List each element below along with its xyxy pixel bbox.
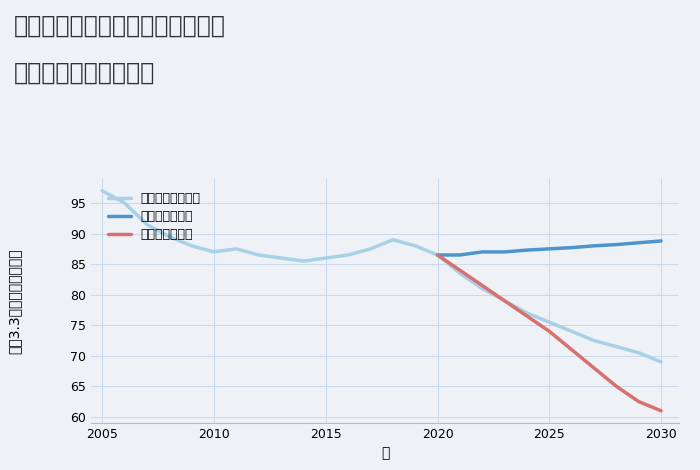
Line: バッドシナリオ: バッドシナリオ: [438, 255, 661, 411]
ノーマルシナリオ: [523, 310, 531, 316]
ノーマルシナリオ: [188, 243, 196, 249]
Line: ノーマルシナリオ: ノーマルシナリオ: [102, 191, 661, 362]
ノーマルシナリオ: [299, 258, 307, 264]
ノーマルシナリオ: [500, 298, 509, 304]
グッドシナリオ: [545, 246, 554, 252]
グッドシナリオ: [478, 249, 486, 255]
バッドシナリオ: [545, 329, 554, 334]
Line: グッドシナリオ: グッドシナリオ: [438, 241, 661, 255]
ノーマルシナリオ: [590, 338, 598, 344]
ノーマルシナリオ: [433, 252, 442, 258]
グッドシナリオ: [590, 243, 598, 249]
ノーマルシナリオ: [612, 344, 621, 350]
ノーマルシナリオ: [165, 234, 174, 240]
グッドシナリオ: [523, 247, 531, 253]
Legend: ノーマルシナリオ, グッドシナリオ, バッドシナリオ: ノーマルシナリオ, グッドシナリオ, バッドシナリオ: [103, 187, 206, 246]
ノーマルシナリオ: [98, 188, 106, 194]
ノーマルシナリオ: [411, 243, 419, 249]
ノーマルシナリオ: [389, 237, 397, 243]
バッドシナリオ: [456, 267, 464, 273]
Text: 神奈川県中郡二宮町富士見が丘の: 神奈川県中郡二宮町富士見が丘の: [14, 14, 226, 38]
グッドシナリオ: [456, 252, 464, 258]
ノーマルシナリオ: [143, 222, 151, 227]
ノーマルシナリオ: [344, 252, 352, 258]
グッドシナリオ: [500, 249, 509, 255]
バッドシナリオ: [657, 408, 665, 414]
ノーマルシナリオ: [657, 359, 665, 365]
バッドシナリオ: [635, 399, 643, 405]
グッドシナリオ: [657, 238, 665, 244]
バッドシナリオ: [478, 283, 486, 289]
ノーマルシナリオ: [478, 286, 486, 291]
ノーマルシナリオ: [232, 246, 241, 252]
ノーマルシナリオ: [276, 255, 285, 261]
ノーマルシナリオ: [366, 246, 375, 252]
X-axis label: 年: 年: [381, 446, 389, 461]
ノーマルシナリオ: [120, 200, 129, 206]
グッドシナリオ: [635, 240, 643, 246]
ノーマルシナリオ: [456, 271, 464, 276]
ノーマルシナリオ: [321, 255, 330, 261]
バッドシナリオ: [433, 252, 442, 258]
ノーマルシナリオ: [635, 350, 643, 356]
ノーマルシナリオ: [568, 329, 576, 334]
ノーマルシナリオ: [545, 320, 554, 325]
グッドシナリオ: [433, 252, 442, 258]
Text: 中古戸建ての価格推移: 中古戸建ての価格推移: [14, 61, 155, 85]
バッドシナリオ: [500, 298, 509, 304]
バッドシナリオ: [568, 347, 576, 352]
バッドシナリオ: [612, 384, 621, 389]
グッドシナリオ: [568, 245, 576, 251]
ノーマルシナリオ: [255, 252, 263, 258]
Text: 坪（3.3㎡）単価（万円）: 坪（3.3㎡）単価（万円）: [7, 248, 21, 353]
グッドシナリオ: [612, 242, 621, 247]
バッドシナリオ: [590, 365, 598, 371]
バッドシナリオ: [523, 313, 531, 319]
ノーマルシナリオ: [210, 249, 218, 255]
